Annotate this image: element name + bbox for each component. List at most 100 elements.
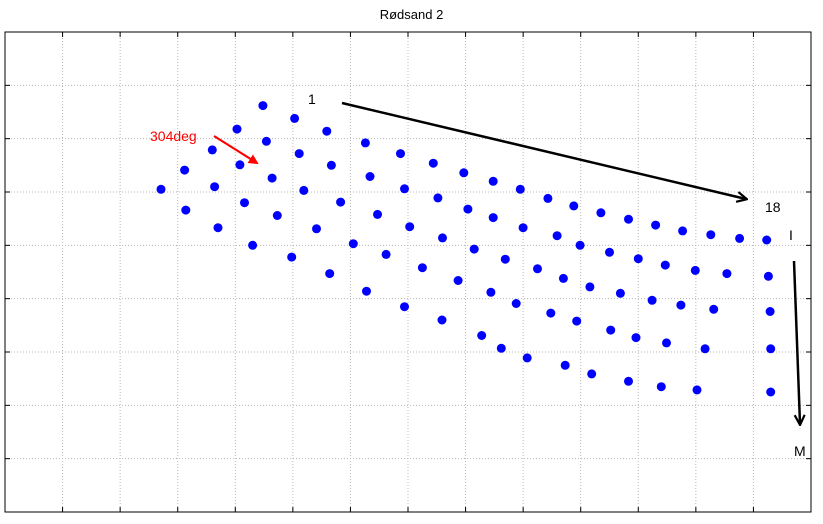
plot-area-frame: [4, 31, 812, 513]
grid-lines: [5, 32, 811, 512]
turbine-point: [706, 230, 716, 240]
turbine-point: [181, 205, 191, 215]
turbine-point: [213, 223, 223, 233]
turbine-point: [400, 302, 409, 312]
turbine-point: [488, 213, 498, 223]
turbine-point: [662, 338, 671, 348]
turbine-point: [336, 197, 346, 207]
turbine-point: [299, 185, 309, 195]
turbine-point: [373, 209, 382, 219]
turbine-point: [631, 333, 641, 343]
turbine-point: [692, 385, 702, 395]
turbine-point: [533, 264, 542, 274]
turbine-point: [656, 382, 666, 392]
turbine-point: [496, 343, 506, 353]
turbine-point: [362, 286, 371, 296]
turbine-point: [587, 369, 597, 379]
turbine-point: [560, 360, 570, 370]
turbine-point: [348, 239, 358, 249]
turbine-point: [433, 193, 443, 203]
label-heading: 304deg: [150, 128, 197, 144]
turbine-point: [762, 235, 772, 245]
turbine-point: [438, 233, 447, 243]
turbine-point: [522, 353, 532, 363]
turbine-point: [486, 287, 496, 297]
turbine-point: [381, 249, 391, 259]
turbine-point: [287, 252, 297, 262]
turbine-point: [569, 201, 579, 211]
turbine-point: [156, 184, 166, 194]
turbine-point: [558, 273, 568, 283]
turbine-point: [235, 160, 245, 170]
turbine-point: [511, 299, 521, 308]
turbine-point: [546, 308, 556, 318]
turbine-point: [267, 173, 277, 183]
turbine-point: [232, 124, 242, 134]
turbine-point: [766, 344, 776, 354]
turbine-point: [624, 214, 633, 224]
turbine-point: [660, 260, 670, 270]
turbine-point: [322, 126, 332, 136]
turbine-point: [766, 387, 776, 397]
turbine-point: [210, 182, 220, 192]
axis-ticks: [5, 32, 811, 512]
turbine-point: [585, 282, 595, 292]
turbine-point: [469, 244, 479, 254]
turbine-point: [735, 233, 745, 243]
turbine-point: [180, 165, 190, 175]
turbine-point: [633, 254, 643, 264]
label-turbine-18: 18: [765, 199, 781, 215]
turbine-point: [518, 223, 528, 233]
turbine-point: [396, 149, 405, 159]
turbine-point: [463, 204, 473, 214]
turbine-point: [360, 138, 370, 148]
turbine-point: [290, 113, 300, 123]
turbine-point: [453, 276, 463, 285]
turbine-point: [437, 315, 447, 325]
turbine-point: [248, 240, 258, 250]
turbine-point: [261, 136, 271, 146]
turbine-point: [676, 300, 686, 310]
turbine-point: [400, 184, 409, 194]
turbine-point: [552, 231, 562, 241]
turbine-point: [294, 149, 304, 159]
turbine-point: [326, 160, 336, 170]
turbine-point: [615, 288, 625, 298]
turbine-point: [700, 344, 710, 354]
turbine-point: [647, 295, 657, 305]
turbine-point: [240, 198, 249, 208]
turbine-point: [515, 184, 525, 194]
turbine-point: [488, 176, 498, 186]
turbine-point: [678, 226, 688, 236]
turbine-point: [428, 158, 438, 168]
turbine-point: [325, 269, 335, 279]
label-turbine-1: 1: [308, 91, 316, 107]
heading-arrow: [213, 135, 259, 165]
turbine-point: [477, 331, 487, 340]
turbine-point: [417, 263, 427, 273]
turbine-point: [365, 172, 375, 181]
turbine-point: [605, 247, 614, 257]
turbine-point: [572, 316, 582, 326]
turbine-point: [258, 101, 268, 111]
column-direction-arrow: [341, 101, 746, 199]
turbine-point: [543, 193, 553, 203]
turbine-point: [500, 254, 510, 264]
turbine-point: [272, 211, 282, 220]
turbine-point: [606, 325, 616, 335]
turbine-point: [596, 208, 606, 218]
turbine-point: [405, 222, 415, 232]
turbine-point: [459, 168, 469, 178]
turbine-point: [207, 145, 217, 155]
turbine-point: [575, 240, 585, 250]
chart-title: Rødsand 2: [379, 7, 444, 22]
turbine-point: [312, 224, 321, 234]
label-row-m: M: [794, 443, 806, 459]
turbine-point: [624, 376, 633, 386]
turbine-point: [722, 269, 732, 279]
turbine-point: [765, 307, 775, 316]
turbine-point: [763, 271, 773, 281]
row-direction-arrow: [792, 260, 800, 424]
